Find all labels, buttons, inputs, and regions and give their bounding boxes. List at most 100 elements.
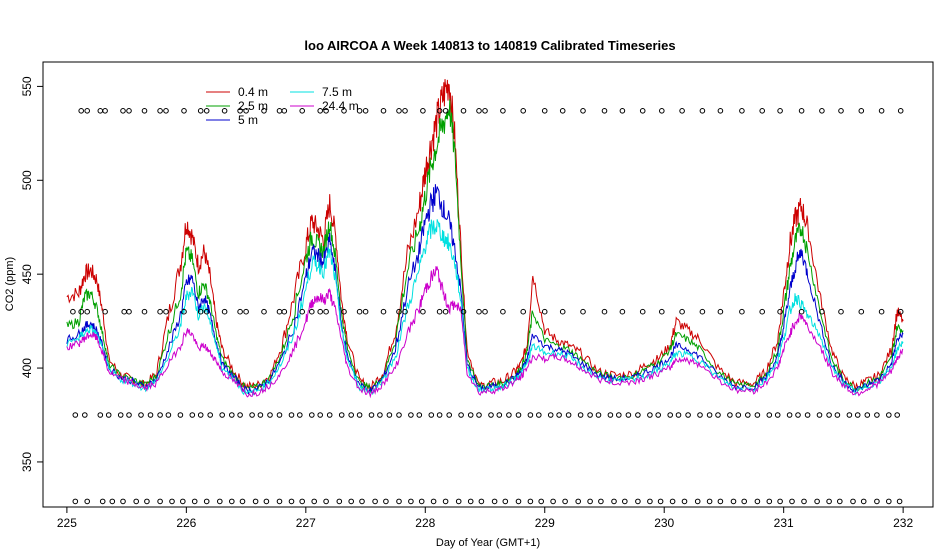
marker-point bbox=[180, 498, 186, 505]
marker-point bbox=[496, 412, 503, 418]
marker-point bbox=[362, 108, 369, 114]
marker-point bbox=[754, 412, 761, 418]
marker-point bbox=[565, 412, 572, 418]
x-tick-label: 225 bbox=[57, 516, 77, 530]
marker-point bbox=[163, 308, 169, 315]
marker-point bbox=[420, 108, 426, 114]
marker-point bbox=[396, 498, 402, 505]
marker-point bbox=[896, 498, 903, 505]
marker-point bbox=[467, 412, 474, 418]
marker-point bbox=[727, 412, 733, 418]
marker-point bbox=[601, 108, 608, 114]
marker-point bbox=[814, 498, 820, 505]
marker-point bbox=[82, 412, 88, 418]
marker-point bbox=[860, 498, 867, 505]
marker-point bbox=[795, 412, 801, 418]
marker-point bbox=[488, 412, 494, 418]
marker-point bbox=[455, 498, 462, 505]
marker-point bbox=[476, 108, 482, 114]
marker-point bbox=[120, 498, 126, 505]
marker-point bbox=[745, 412, 751, 418]
marker-point bbox=[309, 412, 315, 418]
marker-point bbox=[611, 498, 617, 505]
y-tick-label: 500 bbox=[20, 170, 34, 190]
y-tick-label: 350 bbox=[20, 452, 34, 472]
marker-point bbox=[681, 498, 688, 505]
marker-point bbox=[460, 308, 467, 315]
marker-point bbox=[622, 498, 628, 505]
marker-point bbox=[541, 108, 548, 114]
marker-point bbox=[478, 498, 485, 505]
marker-point bbox=[126, 108, 132, 114]
marker-point bbox=[619, 308, 626, 315]
marker-point bbox=[408, 498, 414, 505]
marker-point bbox=[78, 308, 84, 315]
marker-point bbox=[299, 498, 306, 505]
marker-point bbox=[562, 498, 568, 505]
marker-point bbox=[894, 412, 901, 418]
legend-label: 2.5 m bbox=[238, 99, 268, 113]
marker-point bbox=[864, 412, 871, 418]
series-layer bbox=[66, 79, 904, 399]
marker-point bbox=[801, 498, 807, 505]
marker-point bbox=[717, 498, 724, 505]
marker-point bbox=[697, 412, 703, 418]
marker-point bbox=[263, 498, 270, 505]
marker-point bbox=[886, 498, 892, 505]
marker-point bbox=[850, 498, 856, 505]
marker-point bbox=[789, 498, 795, 505]
marker-point bbox=[147, 412, 154, 418]
marker-point bbox=[157, 412, 163, 418]
marker-point bbox=[717, 308, 724, 315]
marker-point bbox=[72, 498, 79, 505]
marker-point bbox=[715, 412, 721, 418]
marker-point bbox=[338, 412, 345, 418]
marker-point bbox=[436, 108, 443, 114]
x-tick-label: 231 bbox=[774, 516, 794, 530]
marker-point bbox=[685, 412, 691, 418]
marker-point bbox=[679, 308, 685, 315]
marker-point bbox=[203, 498, 210, 505]
x-tick-label: 230 bbox=[654, 516, 674, 530]
marker-point bbox=[735, 412, 742, 418]
marker-point bbox=[759, 308, 766, 315]
marker-point bbox=[203, 108, 210, 114]
marker-point bbox=[237, 108, 243, 114]
marker-point bbox=[846, 412, 853, 418]
marker-point bbox=[288, 412, 295, 418]
marker-point bbox=[191, 498, 198, 505]
marker-point bbox=[97, 108, 104, 114]
marker-point bbox=[694, 498, 701, 505]
marker-point bbox=[377, 412, 383, 418]
legend: 0.4 m2.5 m5 m 7.5 m24.4 m bbox=[206, 85, 359, 127]
marker-point bbox=[804, 412, 811, 418]
marker-point bbox=[261, 308, 267, 315]
marker-point bbox=[667, 412, 674, 418]
marker-point bbox=[577, 412, 584, 418]
marker-point bbox=[189, 412, 196, 418]
marker-point bbox=[207, 412, 213, 418]
plot-frame bbox=[42, 61, 934, 508]
marker-point bbox=[396, 308, 402, 315]
marker-point bbox=[777, 498, 783, 505]
marker-point bbox=[72, 412, 79, 418]
marker-point bbox=[837, 498, 843, 505]
marker-point bbox=[157, 308, 163, 315]
series-line-0-4-m bbox=[66, 79, 904, 391]
marker-point bbox=[418, 498, 425, 505]
marker-point bbox=[826, 412, 832, 418]
marker-point bbox=[267, 412, 273, 418]
chart-title: loo AIRCOA A Week 140813 to 140819 Calib… bbox=[304, 38, 675, 53]
marker-point bbox=[834, 412, 841, 418]
marker-point bbox=[237, 308, 243, 315]
marker-point bbox=[396, 412, 402, 418]
marker-point bbox=[458, 412, 464, 418]
marker-point bbox=[239, 498, 246, 505]
marker-point bbox=[598, 498, 604, 505]
series-line-24-4-m bbox=[66, 265, 904, 399]
marker-point bbox=[261, 108, 267, 114]
marker-point bbox=[348, 412, 355, 418]
series-line-2-5-m bbox=[66, 99, 904, 393]
marker-point bbox=[476, 308, 482, 315]
